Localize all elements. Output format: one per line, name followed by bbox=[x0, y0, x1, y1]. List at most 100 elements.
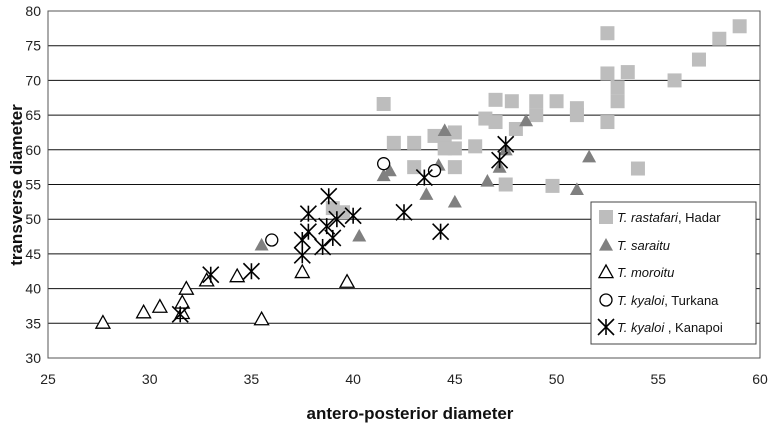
data-point bbox=[432, 223, 450, 241]
data-point bbox=[447, 141, 462, 156]
data-point bbox=[135, 303, 152, 319]
data-point bbox=[529, 108, 544, 123]
data-point bbox=[324, 229, 342, 247]
y-tick-label: 55 bbox=[25, 177, 41, 193]
x-tick-label: 25 bbox=[40, 371, 56, 387]
data-point bbox=[415, 168, 433, 187]
y-tick-label: 65 bbox=[25, 107, 41, 123]
data-point bbox=[242, 262, 260, 280]
y-tick-labels: 30 35 40 45 50 55 60 65 70 75 80 bbox=[25, 3, 41, 366]
data-point bbox=[178, 280, 195, 295]
y-tick-label: 30 bbox=[25, 350, 41, 366]
data-point bbox=[610, 80, 625, 95]
y-tick-label: 70 bbox=[25, 72, 41, 88]
data-point bbox=[94, 314, 112, 329]
data-point bbox=[600, 66, 615, 81]
data-point bbox=[600, 26, 615, 41]
data-point bbox=[610, 94, 625, 109]
data-point bbox=[498, 177, 513, 192]
data-point bbox=[151, 298, 168, 313]
legend-box bbox=[590, 201, 757, 345]
y-tick-label: 40 bbox=[25, 281, 41, 297]
data-point bbox=[504, 94, 519, 109]
data-point bbox=[447, 194, 462, 208]
data-point bbox=[395, 203, 413, 221]
data-point bbox=[407, 135, 422, 150]
data-point bbox=[569, 182, 584, 195]
x-tick-label: 60 bbox=[752, 371, 768, 387]
data-point bbox=[338, 273, 356, 288]
data-point bbox=[691, 52, 706, 67]
legend-label: T. rastafari, Hadar bbox=[617, 210, 721, 225]
data-point bbox=[480, 174, 495, 187]
y-axis-title: transverse diameter bbox=[7, 104, 26, 266]
y-tick-label: 60 bbox=[25, 142, 41, 158]
legend-marker bbox=[599, 293, 613, 307]
data-point bbox=[376, 96, 391, 111]
data-point bbox=[732, 19, 747, 34]
data-point bbox=[377, 157, 391, 171]
data-point bbox=[468, 139, 483, 154]
y-tick-label: 80 bbox=[25, 3, 41, 19]
legend-label: T. kyaloi , Kanapoi bbox=[617, 320, 723, 335]
data-point bbox=[386, 135, 401, 150]
data-point bbox=[382, 163, 397, 177]
data-point bbox=[253, 310, 270, 326]
data-point bbox=[293, 246, 311, 264]
data-point bbox=[630, 161, 645, 176]
data-point bbox=[344, 207, 362, 225]
legend-label: T. moroitu bbox=[617, 265, 674, 280]
y-tick-label: 45 bbox=[25, 246, 41, 262]
data-point bbox=[437, 123, 452, 136]
data-point bbox=[447, 125, 462, 140]
data-point bbox=[491, 151, 509, 169]
data-point bbox=[545, 178, 560, 193]
legend-marker bbox=[597, 318, 615, 336]
x-tick-label: 30 bbox=[142, 371, 158, 387]
data-point bbox=[712, 31, 727, 46]
data-point bbox=[202, 266, 220, 284]
data-point bbox=[667, 73, 682, 88]
legend-marker bbox=[599, 210, 613, 224]
x-tick-label: 55 bbox=[650, 371, 666, 387]
data-point bbox=[569, 108, 584, 123]
data-point bbox=[549, 94, 564, 109]
plot-area-border bbox=[47, 10, 761, 359]
data-point bbox=[314, 238, 332, 256]
data-point bbox=[419, 187, 434, 200]
data-point bbox=[508, 121, 523, 136]
data-point bbox=[529, 94, 544, 109]
y-tick-label: 75 bbox=[25, 38, 41, 54]
legend: T. rastafari, Hadar T. saraitu T. moroitu T… bbox=[590, 201, 757, 345]
x-tick-labels: 25 30 35 40 45 50 55 60 bbox=[40, 371, 768, 387]
x-tick-label: 40 bbox=[345, 371, 361, 387]
data-point bbox=[320, 187, 338, 205]
data-point bbox=[294, 263, 311, 279]
data-point bbox=[447, 160, 462, 175]
legend-label: T. saraitu bbox=[617, 238, 670, 253]
data-point bbox=[600, 115, 615, 130]
legend-label: T. kyaloi, Turkana bbox=[617, 293, 719, 308]
data-point bbox=[488, 115, 503, 130]
data-point bbox=[582, 149, 597, 163]
data-point bbox=[427, 163, 442, 178]
data-points bbox=[94, 19, 747, 329]
data-point bbox=[254, 237, 269, 251]
data-point bbox=[299, 205, 317, 223]
data-point bbox=[488, 92, 503, 107]
data-point bbox=[229, 267, 246, 283]
data-point bbox=[265, 233, 279, 247]
data-point bbox=[174, 294, 191, 309]
data-point bbox=[519, 113, 534, 127]
data-point bbox=[299, 223, 317, 241]
y-tick-label: 35 bbox=[25, 315, 41, 331]
legend-marker bbox=[599, 238, 613, 251]
data-point bbox=[620, 65, 635, 80]
data-point bbox=[497, 135, 515, 153]
data-point bbox=[171, 305, 189, 323]
x-tick-label: 35 bbox=[244, 371, 260, 387]
data-point bbox=[352, 228, 367, 242]
x-axis-title: antero-posterior diameter bbox=[307, 404, 514, 423]
data-point bbox=[328, 210, 346, 228]
